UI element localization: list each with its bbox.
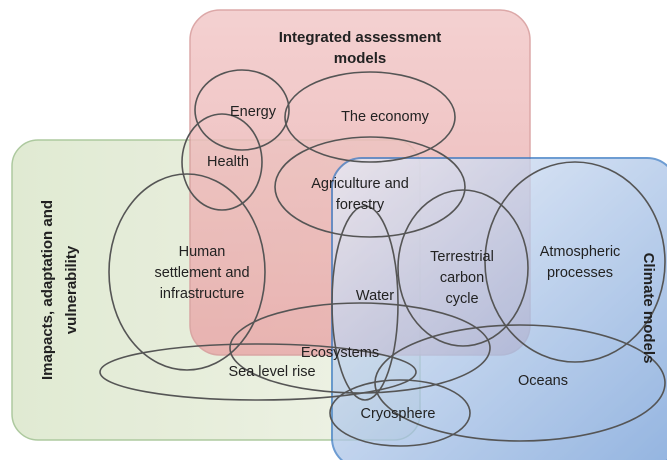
topic-ellipse xyxy=(397,189,529,347)
topic-label: Oceans xyxy=(518,373,568,389)
topic-label: Agriculture and xyxy=(311,176,409,192)
topic-label: infrastructure xyxy=(160,286,245,302)
topic-ellipse xyxy=(108,173,266,371)
topic-label: forestry xyxy=(336,197,385,213)
region-label-group: Climate models xyxy=(640,253,657,364)
topic-label: Water xyxy=(356,288,394,304)
region-label-group: Imapacts, adaptation and vulnerability xyxy=(39,200,80,380)
region-label: Imapacts, adaptation and xyxy=(39,200,56,380)
topic-label: Human xyxy=(179,244,226,260)
region-label: Integrated assessment xyxy=(279,29,442,46)
region-label: models xyxy=(334,50,387,67)
topic-label: Sea level rise xyxy=(228,364,315,380)
topic-ellipse xyxy=(99,343,417,401)
topic-ellipse xyxy=(181,113,263,211)
topic-label: Health xyxy=(207,154,249,170)
topic-label: Cryosphere xyxy=(361,406,436,422)
topic-label: carbon xyxy=(440,270,484,286)
topic-ellipse xyxy=(284,71,456,163)
topic-label: processes xyxy=(547,265,613,281)
topic-label: Energy xyxy=(230,104,277,120)
topic-label: cycle xyxy=(445,291,478,307)
topic-label: Ecosystems xyxy=(301,345,379,361)
topic-ellipse xyxy=(194,69,290,151)
topic-ellipse xyxy=(274,136,466,238)
region-label: vulnerability xyxy=(63,245,80,334)
topic-label: Atmospheric xyxy=(540,244,621,260)
topic-ellipse xyxy=(329,379,471,447)
region-label: Climate models xyxy=(640,253,657,364)
topic-ellipse xyxy=(484,161,666,363)
topic-label: settlement and xyxy=(154,265,249,281)
topic-label: The economy xyxy=(341,109,430,125)
region-label-group: Integrated assessment models xyxy=(279,29,442,67)
topic-ellipse xyxy=(331,205,399,401)
topic-ellipse xyxy=(374,324,666,442)
topic-label: Terrestrial xyxy=(430,249,494,265)
